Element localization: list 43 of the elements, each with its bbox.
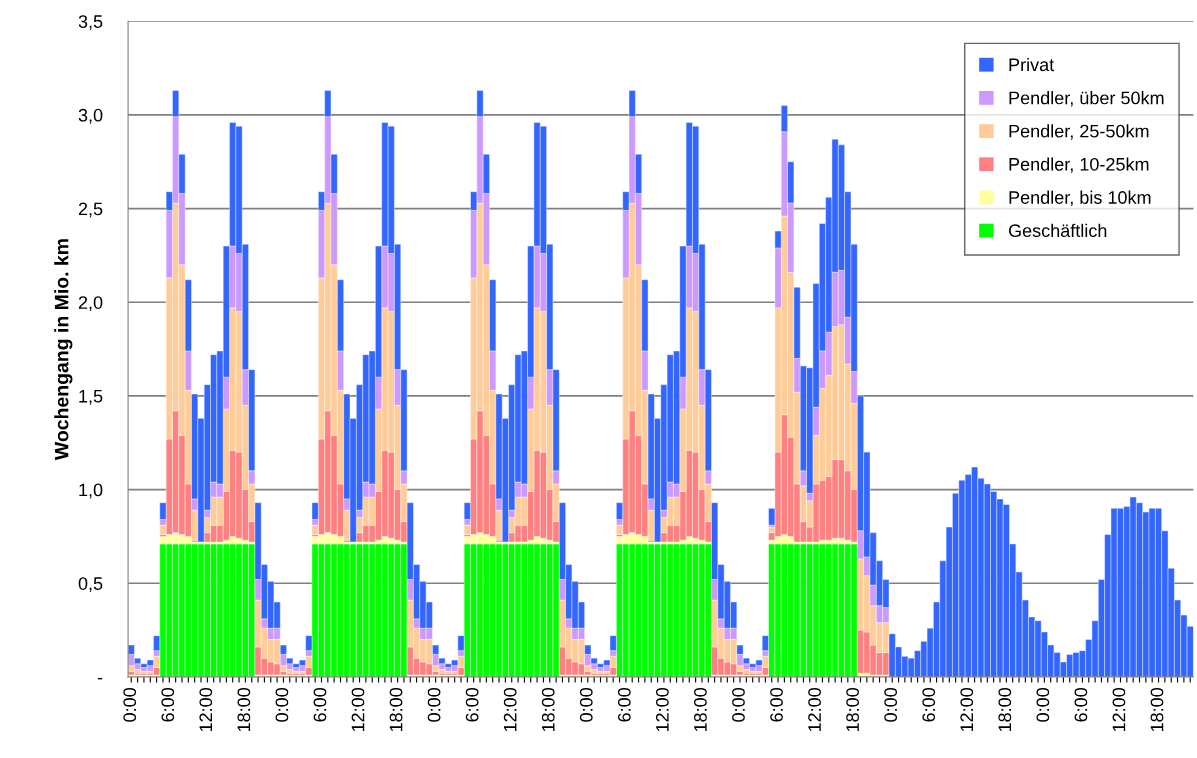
x-tick-label: 12:00 <box>503 688 517 732</box>
x-tick-label: 12:00 <box>808 688 821 732</box>
y-tick-label: - <box>97 677 103 680</box>
x-tick-label: 18:00 <box>237 688 251 732</box>
x-tick-label: 6:00 <box>1074 688 1088 722</box>
x-tick-label: 6:00 <box>465 688 479 722</box>
legend-label: Geschäftlich <box>1008 223 1107 238</box>
legend-label: Pendler, 25-50km <box>1009 124 1149 140</box>
x-tick-label: 6:00 <box>617 688 631 722</box>
legend-label: Pendler, 10-25km <box>1009 157 1149 173</box>
x-tick-label: 18:00 <box>998 688 1012 732</box>
x-tick-label: 18:00 <box>846 688 859 732</box>
legend-label: Privat <box>1009 57 1055 72</box>
x-tick-label: 12:00 <box>1112 688 1126 732</box>
x-tick-label: 0:00 <box>1036 688 1050 722</box>
x-tick-label: 18:00 <box>1150 688 1164 732</box>
x-tick-label: 12:00 <box>655 688 669 732</box>
x-tick-label: 12:00 <box>199 688 213 732</box>
legend-label: Pendler, über 50km <box>1009 91 1164 107</box>
x-tick-label: 12:00 <box>351 688 365 732</box>
y-tick-label: 0,5 <box>78 577 103 593</box>
y-tick-label: 2,5 <box>78 202 103 218</box>
x-tick-label: 0:00 <box>275 688 289 722</box>
y-tick-label: 2,0 <box>78 296 103 312</box>
x-tick-label: 0:00 <box>123 688 137 722</box>
x-tick-label: 18:00 <box>541 688 555 732</box>
x-tick-label: 12:00 <box>960 688 974 732</box>
x-tick-label: 0:00 <box>579 688 593 722</box>
x-tick-label: 18:00 <box>694 688 707 732</box>
legend-label: Pendler, bis 10km <box>1009 190 1151 207</box>
x-tick-label: 0:00 <box>884 688 898 722</box>
x-tick-label: 6:00 <box>313 688 327 722</box>
x-tick-label: 0:00 <box>732 688 745 722</box>
x-tick-label: 18:00 <box>389 688 403 732</box>
y-tick-label: 3,0 <box>78 108 103 124</box>
y-axis-title: Wochengang in Mio. km <box>54 239 73 461</box>
y-tick-label: 1,5 <box>79 390 103 405</box>
x-tick-label: 0:00 <box>427 688 441 722</box>
x-tick-label: 6:00 <box>161 688 175 722</box>
x-tick-label: 6:00 <box>770 688 783 722</box>
y-tick-label: 3,5 <box>78 15 103 31</box>
y-tick-label: 1,0 <box>79 483 103 499</box>
x-tick-label: 6:00 <box>922 688 936 722</box>
